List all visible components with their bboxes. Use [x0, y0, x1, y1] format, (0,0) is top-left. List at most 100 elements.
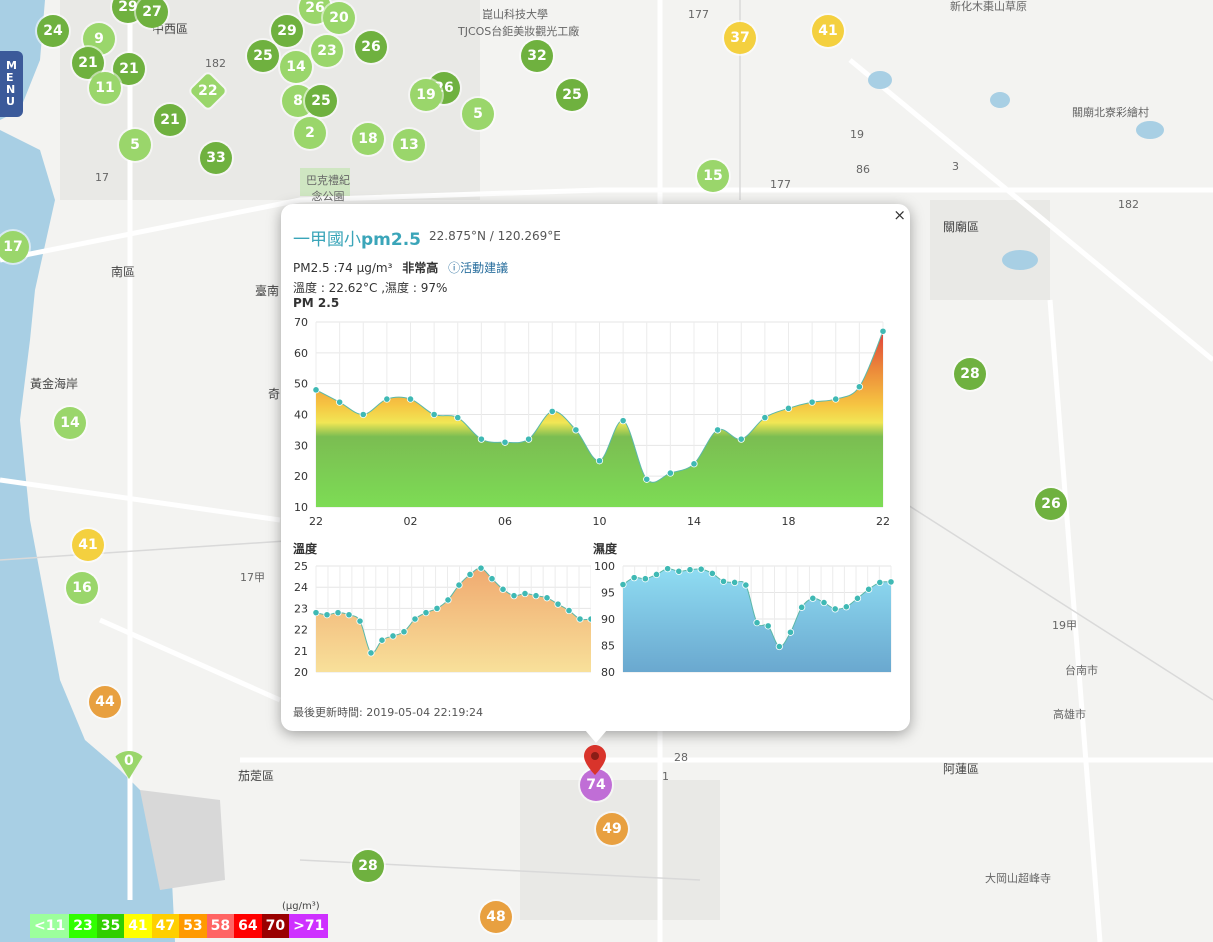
humidity-data-point[interactable]	[820, 598, 828, 607]
pm25-data-point[interactable]	[359, 410, 367, 419]
humidity-data-point[interactable]	[697, 565, 705, 573]
station-marker[interactable]: 25	[305, 85, 337, 117]
station-marker[interactable]: 13	[393, 129, 425, 161]
station-marker[interactable]: 74	[580, 769, 612, 801]
station-marker[interactable]: 5	[462, 98, 494, 130]
pm25-data-point[interactable]	[879, 327, 887, 335]
temperature-data-point[interactable]	[499, 585, 507, 593]
station-marker[interactable]: 18	[352, 123, 384, 155]
pm25-data-point[interactable]	[572, 426, 580, 434]
temperature-data-point[interactable]	[422, 609, 430, 617]
temperature-data-point[interactable]	[521, 589, 529, 598]
pm25-data-point[interactable]	[666, 469, 674, 477]
station-marker[interactable]: 25	[556, 79, 588, 111]
station-marker[interactable]: 16	[66, 572, 98, 604]
temperature-data-point[interactable]	[554, 600, 562, 608]
pm25-data-point[interactable]	[454, 413, 462, 422]
pm25-data-point[interactable]	[501, 438, 509, 446]
temperature-data-point[interactable]	[378, 636, 386, 644]
temperature-data-point[interactable]	[488, 575, 496, 583]
pm25-data-point[interactable]	[548, 407, 556, 416]
temperature-data-point[interactable]	[323, 611, 331, 619]
humidity-data-point[interactable]	[686, 566, 694, 574]
humidity-data-point[interactable]	[809, 594, 817, 602]
humidity-data-point[interactable]	[719, 577, 728, 585]
pm25-data-point[interactable]	[406, 395, 415, 403]
humidity-data-point[interactable]	[742, 581, 750, 589]
temperature-data-point[interactable]	[466, 570, 474, 579]
station-marker[interactable]: 21	[72, 47, 104, 79]
humidity-data-point[interactable]	[786, 628, 795, 636]
humidity-data-point[interactable]	[664, 565, 672, 573]
humidity-data-point[interactable]	[675, 567, 683, 575]
temperature-data-point[interactable]	[345, 611, 353, 619]
temperature-data-point[interactable]	[510, 592, 518, 600]
humidity-data-point[interactable]	[764, 622, 772, 630]
station-marker[interactable]: 37	[724, 22, 756, 54]
temperature-data-point[interactable]	[433, 604, 441, 613]
station-marker[interactable]: 11	[89, 72, 121, 104]
close-icon[interactable]: ×	[893, 206, 906, 224]
humidity-data-point[interactable]	[842, 603, 850, 611]
pm25-data-point[interactable]	[430, 410, 438, 419]
station-marker[interactable]: 26	[1035, 488, 1067, 520]
temperature-data-point[interactable]	[400, 628, 408, 636]
station-marker[interactable]: 29	[271, 15, 303, 47]
station-marker[interactable]: 19	[410, 79, 442, 111]
pm25-data-point[interactable]	[595, 457, 604, 465]
pm25-data-point[interactable]	[336, 398, 344, 406]
humidity-data-point[interactable]	[708, 569, 716, 578]
station-marker[interactable]: 44	[89, 686, 121, 718]
temperature-data-point[interactable]	[356, 617, 364, 625]
pm25-data-point[interactable]	[737, 435, 745, 443]
station-marker[interactable]: 32	[521, 40, 553, 72]
temperature-data-point[interactable]	[411, 615, 419, 623]
station-marker[interactable]: 21	[154, 104, 186, 136]
pm25-data-point[interactable]	[525, 435, 533, 443]
selected-station-pin-icon[interactable]	[584, 745, 606, 789]
station-marker[interactable]: 25	[247, 40, 279, 72]
station-marker[interactable]: 27	[136, 0, 168, 28]
humidity-data-point[interactable]	[619, 580, 627, 589]
pm25-data-point[interactable]	[808, 398, 816, 406]
temperature-data-point[interactable]	[444, 596, 452, 604]
activity-advice-link[interactable]: 活動建議	[460, 261, 509, 275]
temperature-data-point[interactable]	[543, 594, 551, 602]
temperature-data-point[interactable]	[565, 606, 573, 615]
station-marker[interactable]: 2	[294, 117, 326, 149]
pm25-data-point[interactable]	[643, 475, 651, 483]
station-marker[interactable]: 14	[54, 407, 86, 439]
humidity-data-point[interactable]	[775, 642, 783, 651]
humidity-data-point[interactable]	[652, 570, 661, 579]
temperature-data-point[interactable]	[367, 649, 375, 657]
station-marker[interactable]: 17	[0, 231, 29, 263]
pm25-data-point[interactable]	[855, 383, 863, 391]
temperature-data-point[interactable]	[477, 564, 485, 572]
station-marker[interactable]: 20	[323, 2, 355, 34]
station-marker[interactable]: 41	[812, 15, 844, 47]
humidity-data-point[interactable]	[887, 578, 895, 586]
station-marker[interactable]: 0	[112, 751, 146, 779]
station-marker[interactable]: 15	[697, 160, 729, 192]
station-marker[interactable]: 26	[355, 31, 387, 63]
station-marker[interactable]: 28	[954, 358, 986, 390]
station-marker[interactable]: 49	[596, 813, 628, 845]
humidity-data-point[interactable]	[641, 575, 649, 583]
station-marker[interactable]: 23	[311, 35, 343, 67]
humidity-data-point[interactable]	[831, 605, 839, 613]
pm25-data-point[interactable]	[619, 417, 627, 425]
pm25-data-point[interactable]	[832, 395, 840, 403]
pm25-data-point[interactable]	[714, 426, 722, 434]
station-marker[interactable]: 48	[480, 901, 512, 933]
temperature-data-point[interactable]	[389, 632, 397, 640]
station-marker[interactable]: 5	[119, 129, 151, 161]
humidity-data-point[interactable]	[876, 578, 884, 587]
pm25-data-point[interactable]	[761, 413, 769, 422]
temperature-data-point[interactable]	[455, 581, 463, 589]
pm25-data-point[interactable]	[690, 460, 698, 468]
humidity-data-point[interactable]	[853, 594, 862, 602]
station-marker[interactable]: 28	[352, 850, 384, 882]
humidity-data-point[interactable]	[798, 603, 806, 611]
temperature-data-point[interactable]	[576, 615, 584, 623]
